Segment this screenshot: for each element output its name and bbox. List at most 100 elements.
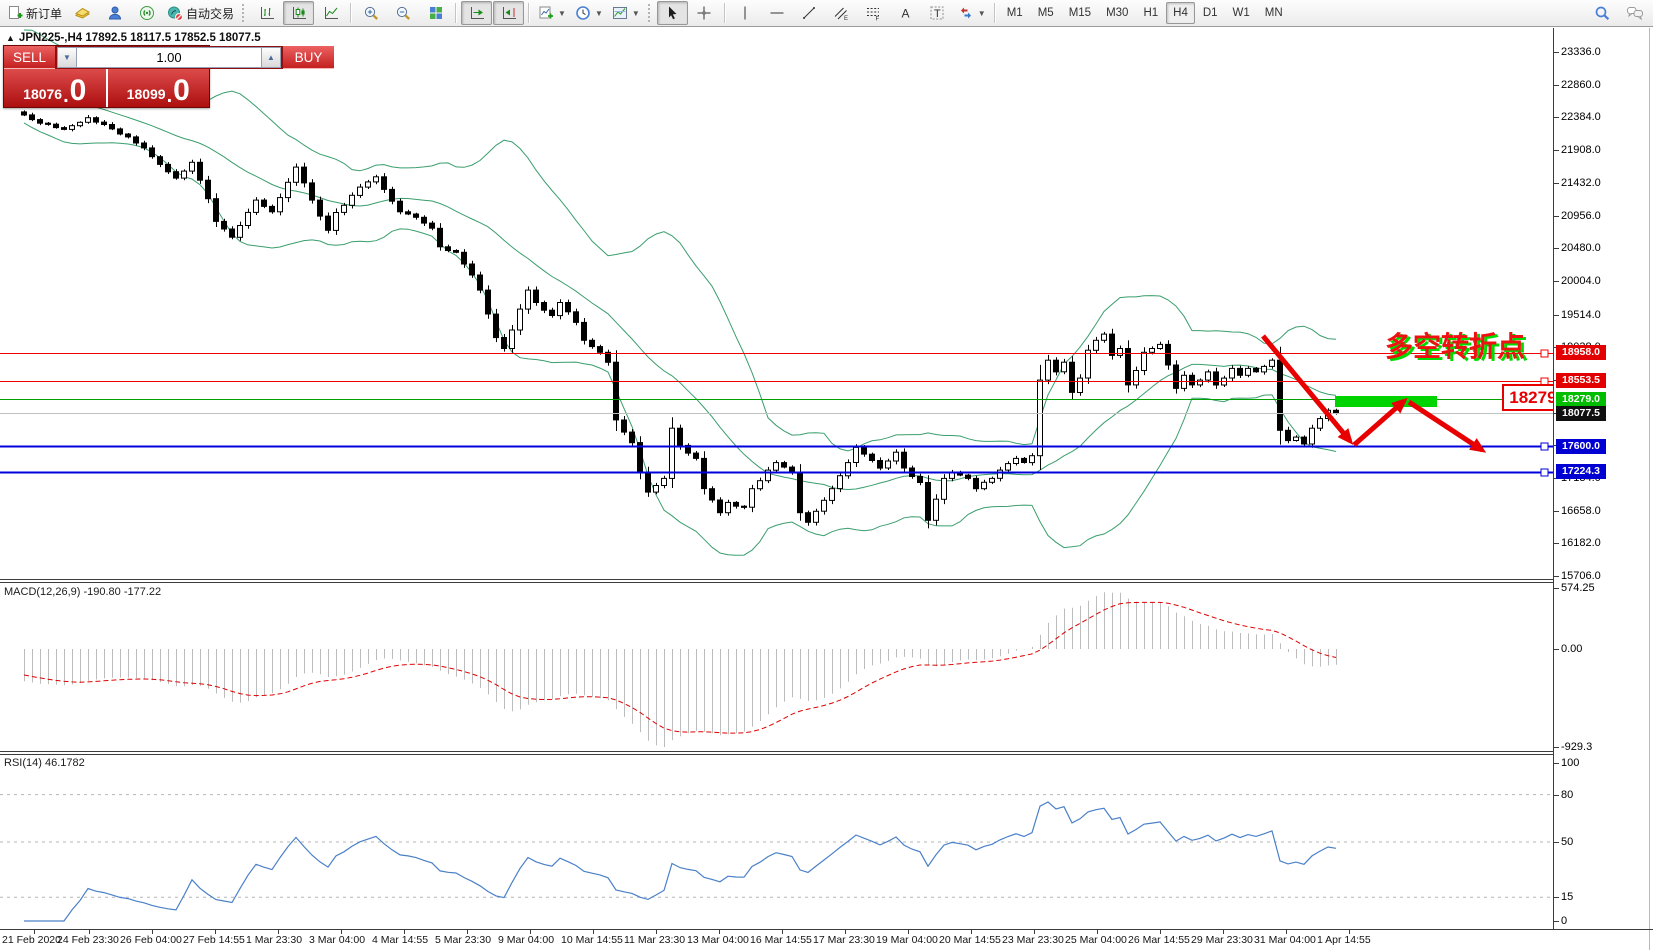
candle-up [1133, 370, 1139, 386]
pane-splitter-macd[interactable] [0, 579, 1553, 583]
price-line-handle[interactable] [1540, 442, 1549, 451]
text-tool[interactable]: A [890, 1, 921, 25]
price-tick-20004: 20004.0 [1554, 274, 1647, 288]
sell-price[interactable]: 18076. 0 [4, 69, 106, 107]
periods-button[interactable]: ▼ [571, 1, 607, 25]
arrows-tool[interactable]: ▼ [954, 1, 990, 25]
community-button[interactable] [99, 1, 130, 25]
trendline-tool[interactable] [794, 1, 825, 25]
equidistant-channel-tool[interactable]: E [826, 1, 857, 25]
auto-scroll-button[interactable] [461, 1, 493, 25]
candle-down [741, 505, 747, 508]
timeframe-bar: M1 M5 M15 M30 H1 H4 D1 W1 MN [1000, 2, 1290, 24]
timeframe-m30[interactable]: M30 [1106, 7, 1129, 19]
cursor-tool-button[interactable] [656, 1, 688, 25]
sell-button[interactable]: SELL [4, 46, 55, 69]
timeframe-h4[interactable]: H4 [1166, 2, 1195, 24]
annotation-turning-point[interactable]: 多空转折点 [1385, 330, 1525, 362]
horizontal-line-tool[interactable] [762, 1, 793, 25]
timeframe-mn[interactable]: MN [1264, 7, 1283, 19]
symbol-header[interactable]: ▲ JPN225-,H4 17892.5 18117.5 17852.5 1807… [6, 32, 261, 44]
chevron-down-icon[interactable]: ▼ [558, 8, 566, 18]
candle-down [1301, 436, 1307, 445]
time-label-9: 10 Mar 14:55 [561, 934, 623, 946]
highlight-rectangle[interactable] [1335, 396, 1437, 407]
candle-up [285, 181, 291, 199]
autotrading-icon [168, 6, 183, 21]
volume-input[interactable] [77, 47, 261, 68]
collapse-triangle-icon[interactable]: ▲ [6, 33, 15, 43]
fibonacci-tool[interactable]: F [858, 1, 889, 25]
chat-button[interactable] [1619, 1, 1650, 25]
candle-down [197, 161, 203, 181]
time-tick-6 [404, 930, 405, 934]
trend-arrow[interactable] [1407, 399, 1487, 453]
timeframe-m1[interactable]: M1 [1006, 7, 1023, 19]
zoom-in-button[interactable] [356, 1, 387, 25]
volume-increase-button[interactable]: ▲ [261, 47, 281, 68]
new-order-button[interactable]: 新订单 [3, 1, 66, 25]
horizontal-line-icon [770, 12, 784, 14]
time-tick-4 [278, 930, 279, 934]
time-tick-11 [719, 930, 720, 934]
pane-splitter-rsi[interactable] [0, 751, 1553, 755]
candle-up [1085, 349, 1091, 379]
time-label-20: 31 Mar 04:00 [1254, 934, 1316, 946]
candle-down [493, 313, 499, 339]
candle-down [117, 128, 123, 135]
timeframe-d1[interactable]: D1 [1202, 7, 1218, 19]
toolbar-separator [455, 3, 458, 23]
candle-up [837, 475, 843, 490]
price-line-handle[interactable] [1540, 377, 1549, 386]
candle-down [629, 431, 635, 444]
candle-up [1101, 333, 1107, 341]
sell-price-big-digit: 0 [69, 74, 87, 108]
candle-up [725, 501, 731, 514]
search-button[interactable] [1587, 1, 1618, 25]
trend-arrow[interactable] [1352, 397, 1408, 447]
buy-button[interactable]: BUY [283, 46, 334, 69]
candle-down [429, 222, 435, 229]
bar-chart-button[interactable] [251, 1, 282, 25]
crosshair-tool-button[interactable] [689, 1, 720, 25]
candle-up [189, 161, 195, 172]
price-line-handle[interactable] [1540, 468, 1549, 477]
rsi-tick-50: 50 [1554, 835, 1647, 849]
vertical-line-tool[interactable] [730, 1, 761, 25]
tile-windows-button[interactable] [420, 1, 451, 25]
line-chart-button[interactable] [315, 1, 346, 25]
history-center-button[interactable] [67, 1, 98, 25]
buy-price[interactable]: 18099. 0 [107, 69, 209, 107]
timeframe-m15[interactable]: M15 [1068, 7, 1092, 19]
indicators-button[interactable]: ▼ [534, 1, 570, 25]
candle-down [717, 499, 723, 514]
time-label-8: 9 Mar 04:00 [498, 934, 555, 946]
autotrading-button[interactable]: 自动交易 [163, 1, 238, 25]
chevron-down-icon[interactable]: ▼ [631, 8, 640, 18]
zoom-out-button[interactable] [388, 1, 419, 25]
chevron-down-icon[interactable]: ▼ [977, 8, 986, 18]
candle-up [1037, 379, 1043, 457]
candlestick-chart-button[interactable] [283, 1, 315, 25]
price-tick-20956: 20956.0 [1554, 209, 1647, 223]
text-label-tool[interactable]: T [922, 1, 953, 25]
candle-up [1149, 348, 1155, 353]
price-chip-17224.3: 17224.3 [1556, 464, 1606, 480]
price-callout-box[interactable] [1502, 384, 1553, 411]
price-line-handle[interactable] [1540, 349, 1549, 358]
timeframe-h1[interactable]: H1 [1143, 7, 1159, 19]
candles [21, 110, 1339, 529]
candle-up [1269, 359, 1275, 367]
macd-tick--929.3: -929.3 [1554, 740, 1647, 754]
trend-arrow[interactable] [1261, 334, 1354, 445]
signals-button[interactable] [131, 1, 162, 25]
candle-up [933, 498, 939, 521]
price-tick-22860: 22860.0 [1554, 78, 1647, 92]
timeframe-m5[interactable]: M5 [1037, 7, 1054, 19]
templates-button[interactable]: ▼ [608, 1, 644, 25]
timeframe-w1[interactable]: W1 [1232, 7, 1250, 19]
candle-down [125, 133, 131, 138]
chevron-down-icon[interactable]: ▼ [594, 8, 603, 18]
volume-decrease-button[interactable]: ▼ [57, 47, 77, 68]
chart-shift-button[interactable] [493, 1, 525, 25]
